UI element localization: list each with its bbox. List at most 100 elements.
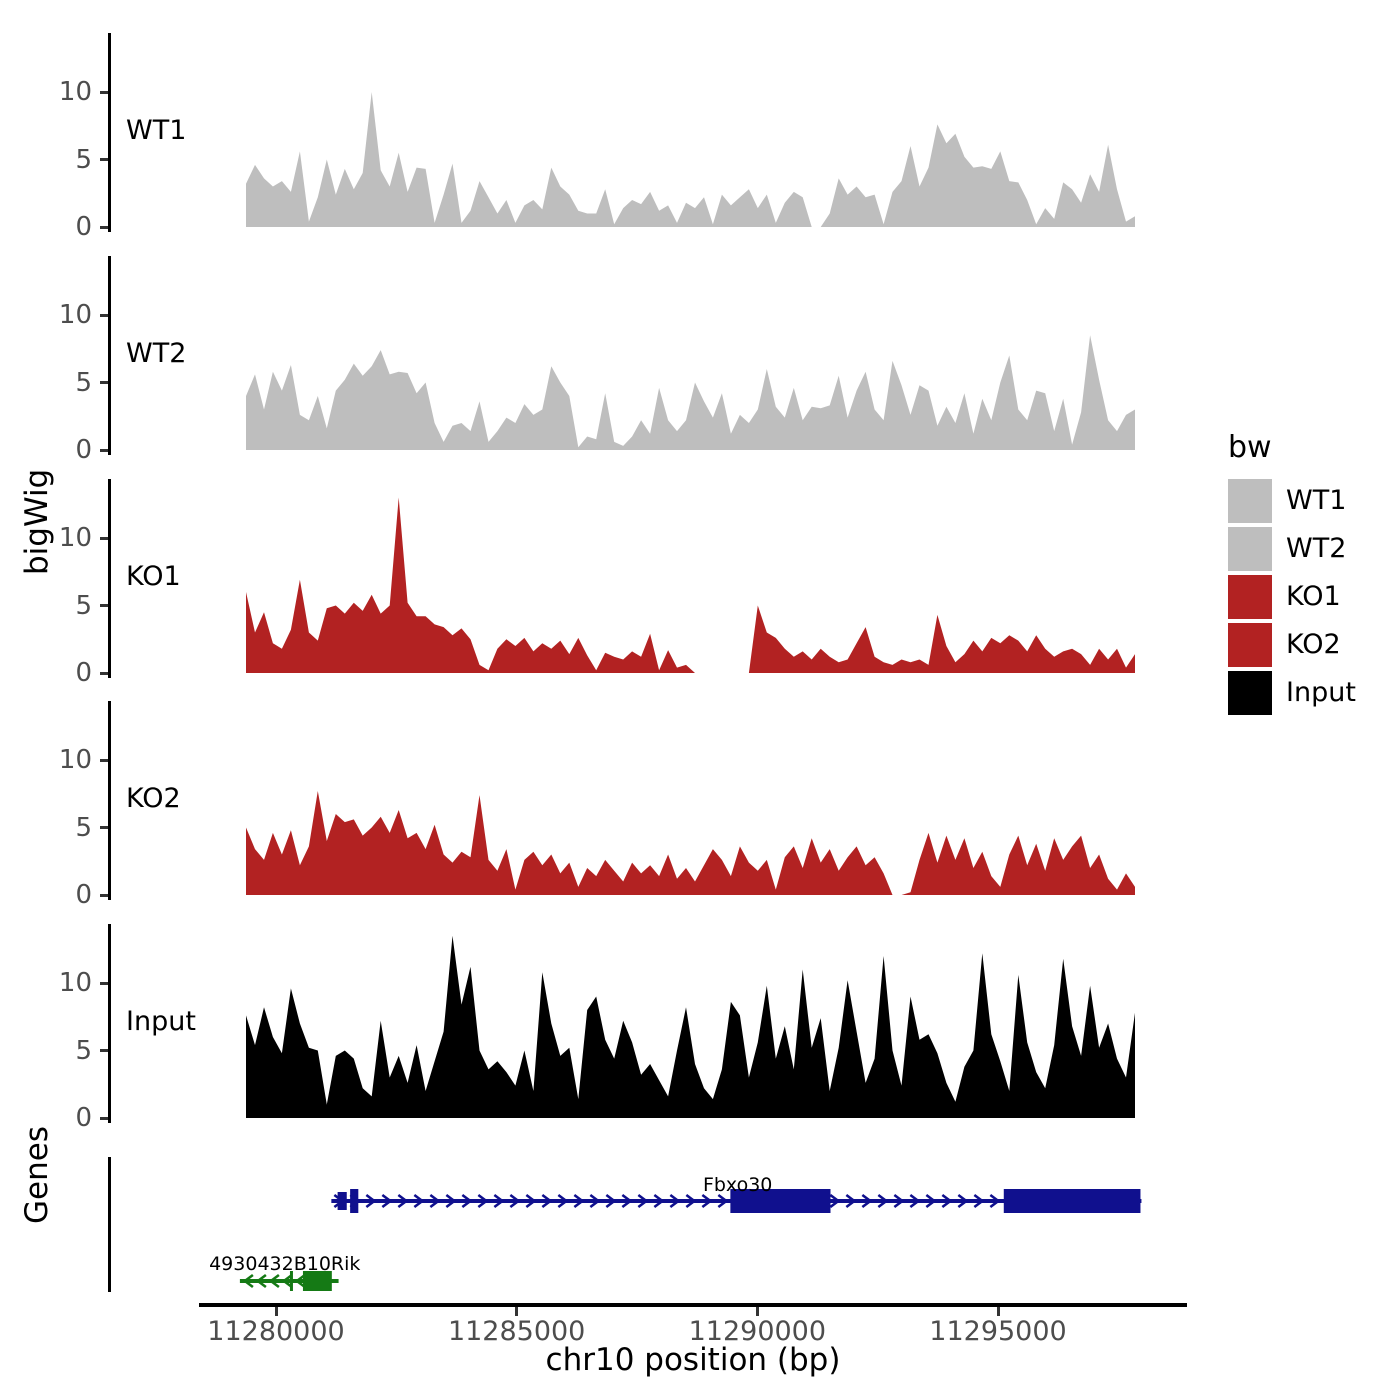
y-tick-input-5 [100, 1049, 108, 1052]
strand-arrow-icon [973, 1193, 985, 1209]
strand-arrow-icon [541, 1193, 553, 1209]
legend-swatch-ko1 [1228, 575, 1272, 619]
strand-arrow-icon [909, 1193, 921, 1209]
strand-arrow-icon [397, 1193, 409, 1209]
y-tick-label-input-0: 0 [75, 1103, 92, 1133]
strand-arrow-icon [845, 1193, 857, 1209]
gene-glyph-4930432b10rik [239, 1271, 339, 1291]
strand-arrow-icon [653, 1193, 665, 1209]
area-shape-wt1 [246, 92, 1135, 227]
strand-arrow-icon [877, 1193, 889, 1209]
track-y-axis-line-input [108, 924, 111, 1123]
y-tick-wt1-0 [100, 225, 108, 229]
strand-arrow-icon [461, 1193, 473, 1209]
strand-arrow-icon [829, 1193, 841, 1209]
legend-label-wt1: WT1 [1286, 485, 1347, 516]
x-tick-11285000 [515, 1307, 519, 1316]
track-area-wt1 [246, 92, 1135, 227]
strand-arrow-icon [573, 1193, 585, 1209]
track-y-axis-line-wt2 [108, 256, 111, 455]
gene-label-fbxo30: Fbxo30 [702, 1174, 773, 1196]
legend-swatch-wt2 [1228, 527, 1272, 571]
strand-arrow-icon [477, 1193, 489, 1209]
y-tick-wt2-10 [100, 313, 108, 317]
track-area-ko1 [246, 497, 1135, 673]
strand-arrow-icon [605, 1193, 617, 1209]
y-tick-ko2-10 [100, 758, 108, 762]
y-tick-wt1-10 [100, 90, 108, 94]
y-tick-label-input-5: 5 [75, 1035, 92, 1066]
strand-arrow-icon [669, 1193, 681, 1209]
strand-arrow-icon [637, 1193, 649, 1209]
strand-arrow-icon [365, 1193, 377, 1209]
x-tick-label-11295000: 11295000 [929, 1316, 1067, 1347]
y-tick-ko2-0 [100, 893, 108, 897]
legend-label-ko1: KO1 [1286, 581, 1341, 612]
track-area-input [246, 935, 1135, 1118]
strand-arrow-icon [989, 1193, 1001, 1209]
y-tick-wt2-0 [100, 448, 108, 452]
strand-arrow-icon [589, 1193, 601, 1209]
strand-arrow-icon [701, 1193, 713, 1209]
y-tick-label-wt2-0: 0 [75, 435, 92, 465]
y-tick-label-ko2-5: 5 [75, 812, 92, 843]
legend-label-ko2: KO2 [1286, 629, 1341, 660]
x-axis-line [198, 1303, 1188, 1307]
legend-label-wt2: WT2 [1286, 533, 1347, 564]
gene-exon-fbxo30-2 [730, 1189, 831, 1213]
x-tick-label-11285000: 11285000 [447, 1316, 586, 1347]
y-tick-label-wt1-0: 0 [75, 212, 92, 242]
strand-arrow-icon [413, 1193, 425, 1209]
gene-label-4930432b10rik: 4930432B10Rik [209, 1253, 361, 1275]
y-tick-label-ko1-5: 5 [75, 590, 92, 621]
y-tick-input-0 [100, 1116, 108, 1120]
y-tick-wt2-5 [100, 381, 108, 384]
gene-exon-fbxo30-3 [1003, 1189, 1141, 1213]
y-tick-wt1-5 [100, 158, 108, 161]
x-tick-11290000 [755, 1307, 759, 1316]
legend-swatch-wt1 [1228, 479, 1272, 523]
area-shape-wt2 [246, 335, 1135, 450]
genes-y-axis-line [108, 1157, 111, 1292]
strand-arrow-icon [445, 1193, 457, 1209]
strand-arrow-icon [685, 1193, 697, 1209]
y-tick-label-ko2-10: 10 [58, 745, 92, 775]
area-shape-ko1 [246, 497, 1135, 673]
legend-swatch-ko2 [1228, 623, 1272, 667]
y-tick-label-wt1-10: 10 [58, 77, 92, 107]
strand-arrow-icon [861, 1193, 873, 1209]
track-label-ko1: KO1 [126, 561, 181, 592]
strand-arrow-icon [493, 1193, 505, 1209]
y-tick-label-ko1-10: 10 [58, 523, 92, 553]
strand-arrow-icon [268, 1273, 280, 1289]
x-tick-11295000 [996, 1307, 1000, 1316]
track-y-axis-line-ko2 [108, 701, 111, 900]
y-tick-label-ko1-0: 0 [75, 658, 92, 688]
x-axis-title: chr10 position (bp) [545, 1342, 841, 1378]
y-tick-ko1-0 [100, 671, 108, 675]
strand-arrow-icon [941, 1193, 953, 1209]
y-tick-label-input-10: 10 [58, 968, 92, 998]
y-tick-label-wt2-10: 10 [58, 300, 92, 330]
strand-arrow-icon [717, 1193, 729, 1209]
y-tick-label-ko2-0: 0 [75, 880, 92, 910]
strand-arrow-icon [621, 1193, 633, 1209]
gene-exon-fbxo30-1 [350, 1189, 359, 1213]
track-label-input: Input [126, 1006, 196, 1037]
gene-line-4930432b10rik [239, 1279, 339, 1283]
x-tick-11280000 [274, 1307, 278, 1316]
strand-arrow-icon [281, 1273, 293, 1289]
strand-arrow-icon [294, 1273, 306, 1289]
track-area-wt2 [246, 335, 1135, 450]
y-tick-ko1-10 [100, 536, 108, 540]
area-shape-input [246, 935, 1135, 1118]
area-shape-ko2 [246, 791, 1135, 895]
strand-arrow-icon [893, 1193, 905, 1209]
strand-arrow-icon [255, 1273, 267, 1289]
strand-arrow-icon [925, 1193, 937, 1209]
gene-exon-4930432b10rik-0 [289, 1271, 293, 1291]
legend-label-input: Input [1286, 677, 1356, 708]
x-tick-label-11280000: 11280000 [207, 1316, 345, 1347]
y-tick-label-wt2-5: 5 [75, 367, 92, 398]
